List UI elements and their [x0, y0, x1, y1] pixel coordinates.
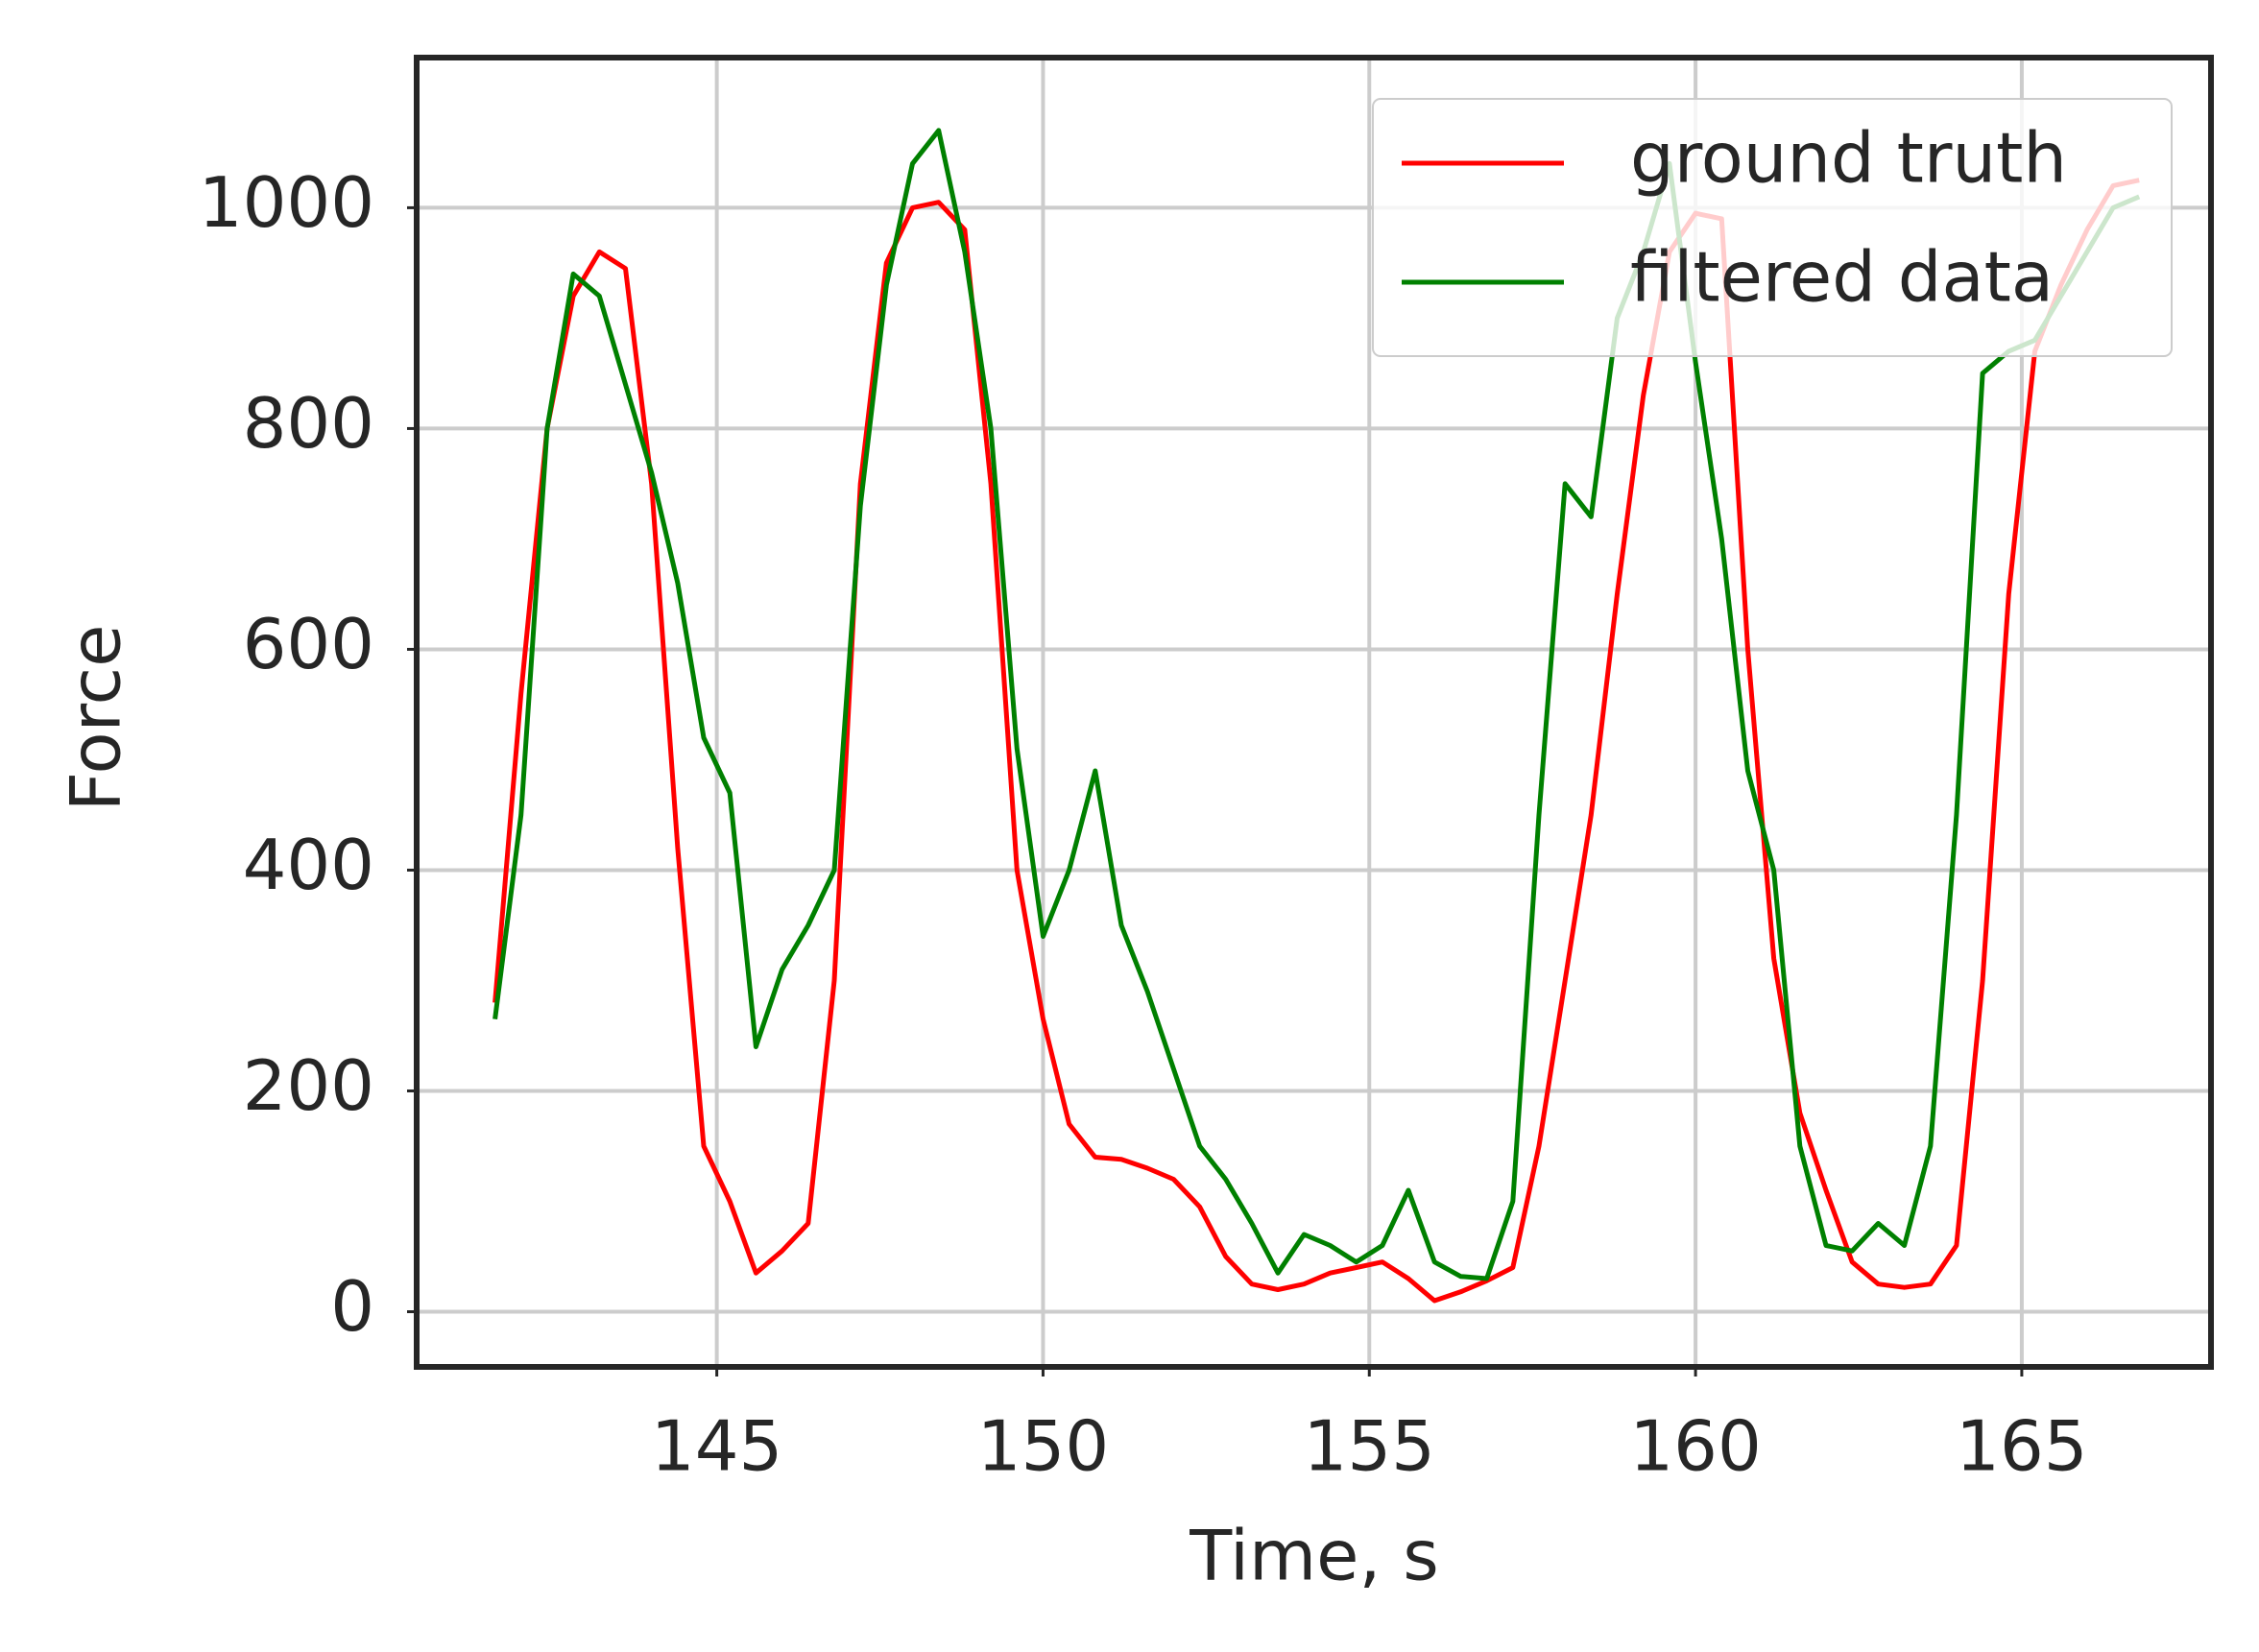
y-tick-label: 400 — [243, 825, 374, 905]
x-tick-label: 150 — [977, 1406, 1109, 1487]
y-tick-label: 200 — [243, 1045, 374, 1126]
tick-labels: 145 150 155 160 165 0 200 400 600 800 1000 — [199, 162, 2088, 1487]
x-tick-label: 160 — [1629, 1406, 1761, 1487]
axes-frame — [414, 55, 2214, 1370]
y-tick-label: 600 — [243, 604, 374, 684]
data-line — [493, 128, 2141, 1281]
y-tick-label: 800 — [243, 383, 374, 464]
y-axis-label: Force — [56, 625, 136, 812]
legend-label: filtered data — [1630, 237, 2054, 318]
legend-label: ground truth — [1630, 118, 2067, 199]
legend: ground truth filtered data — [1372, 98, 2173, 357]
x-tick-label: 155 — [1304, 1406, 1435, 1487]
y-tick-label: 1000 — [199, 162, 374, 243]
data-line — [493, 178, 2140, 1304]
y-tick-label: 0 — [330, 1266, 374, 1347]
x-tick-label: 145 — [651, 1406, 782, 1487]
x-tick-label: 165 — [1956, 1406, 2087, 1487]
legend-box — [1372, 98, 2173, 357]
x-axis-label: Time, s — [1189, 1516, 1439, 1596]
plot-lines — [493, 128, 2141, 1304]
